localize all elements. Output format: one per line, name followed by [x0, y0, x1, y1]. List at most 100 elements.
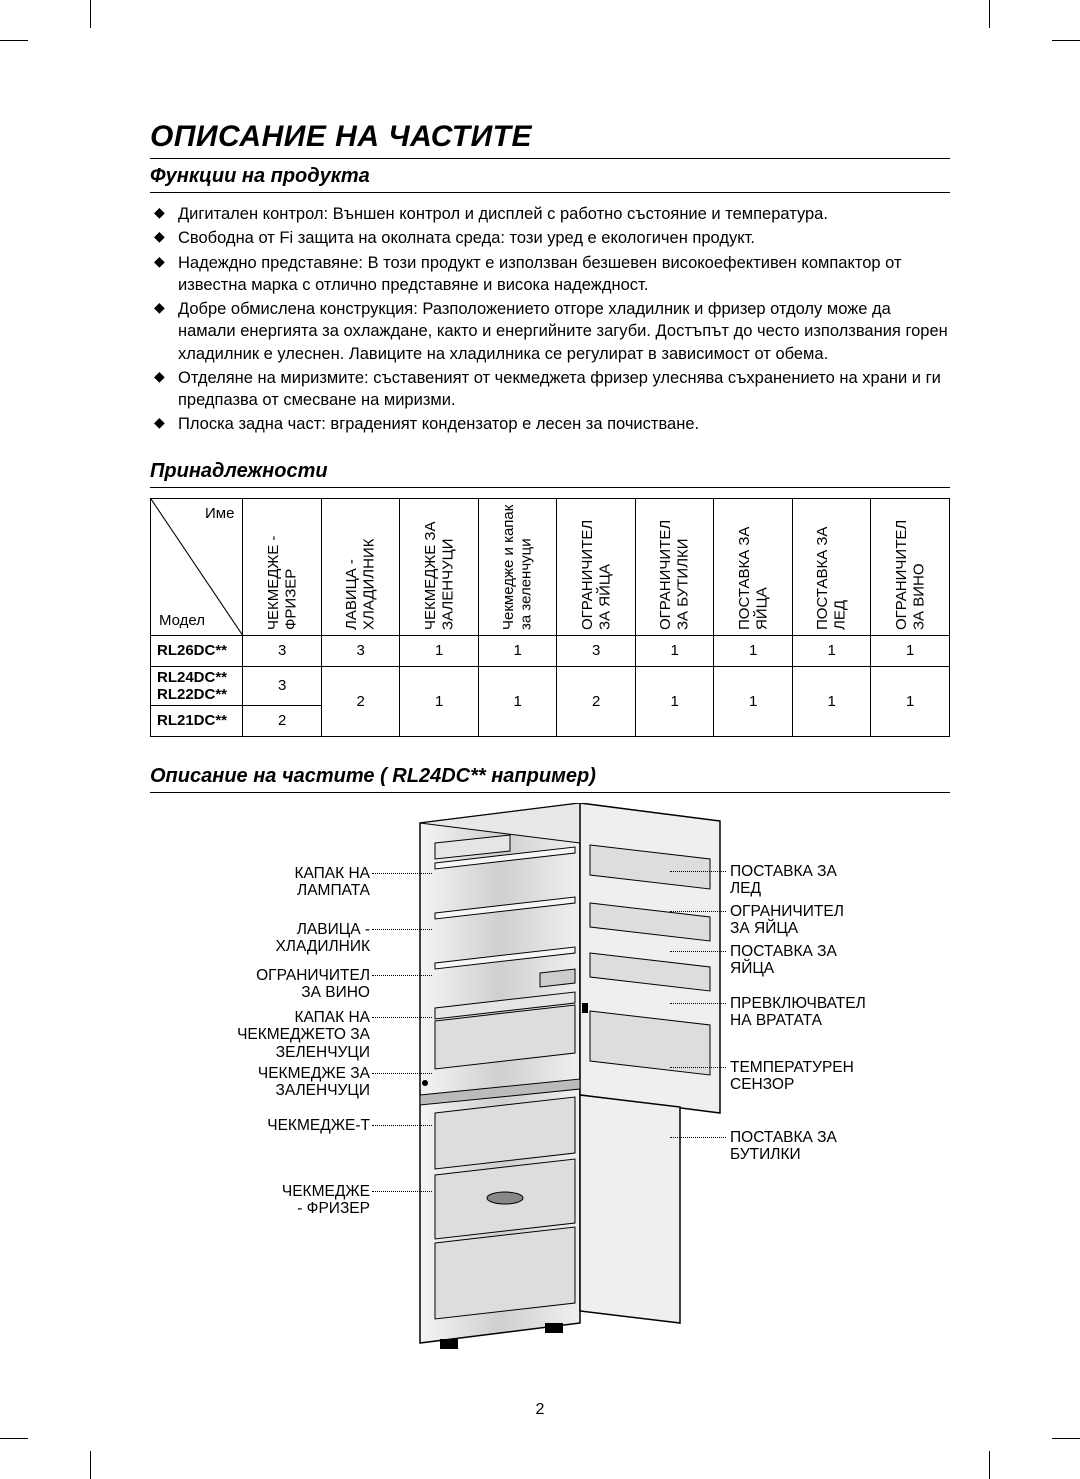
crop-mark [989, 0, 990, 28]
leader-line [372, 1073, 432, 1074]
value-cell: 3 [321, 635, 400, 666]
section-heading-accessories: Принадлежности [150, 460, 950, 483]
value-cell: 1 [635, 635, 714, 666]
divider [150, 158, 950, 159]
table-corner-bottom: Модел [159, 612, 205, 629]
crop-mark [1052, 1438, 1080, 1439]
part-label: ОГРАНИЧИТЕЛ ЗА ЯЙЦА [730, 903, 950, 939]
value-cell: 1 [714, 666, 793, 736]
table-col-header: ЧЕКМЕДЖЕ ЗА ЗАЛЕНЧУЦИ [400, 498, 479, 635]
leader-line [670, 1003, 726, 1004]
col-label: ЛАВИЦА - ХЛАДИЛНИК [343, 500, 378, 630]
col-label: ПОСТАВКА ЗА ЛЕД [814, 500, 849, 630]
part-label: ПОСТАВКА ЗА ЯЙЦА [730, 943, 950, 979]
value-cell: 2 [557, 666, 636, 736]
section-heading-parts: Описание на частите ( RL24DC** например) [150, 765, 950, 788]
table-col-header: ЛАВИЦА - ХЛАДИЛНИК [321, 498, 400, 635]
part-label: ЛАВИЦА - ХЛАДИЛНИК [160, 921, 370, 957]
value-cell: 1 [478, 666, 557, 736]
crop-mark [90, 0, 91, 28]
feature-item: Добре обмислена конструкция: Разположени… [150, 298, 950, 365]
col-label: Чекмедже и капак за зеленчуци [500, 500, 535, 630]
table-col-header: ПОСТАВКА ЗА ЯЙЦА [714, 498, 793, 635]
part-label: ПОСТАВКА ЗА ЛЕД [730, 863, 950, 899]
table-col-header: ОГРАНИЧИТЕЛ ЗА БУТИЛКИ [635, 498, 714, 635]
col-label: ПОСТАВКА ЗА ЯЙЦА [736, 500, 771, 630]
value-cell: 2 [243, 705, 322, 736]
table-col-header: ОГРАНИЧИТЕЛ ЗА ЯЙЦА [557, 498, 636, 635]
table-corner-cell: Име Модел [151, 498, 243, 635]
leader-line [372, 1125, 432, 1126]
col-label: ЧЕКМЕДЖЕ - ФРИЗЕР [265, 500, 300, 630]
page-title: ОПИСАНИЕ НА ЧАСТИТЕ [150, 120, 950, 154]
leader-line [372, 929, 432, 930]
section-heading-functions: Функции на продукта [150, 165, 950, 188]
table-col-header: ПОСТАВКА ЗА ЛЕД [792, 498, 871, 635]
model-cell: RL24DC** RL22DC** [151, 666, 243, 705]
part-label: ПРЕВКЛЮЧВАТЕЛ НА ВРАТАТА [730, 995, 950, 1031]
value-cell: 1 [792, 666, 871, 736]
leader-line [372, 975, 432, 976]
table-col-header: Чекмедже и капак за зеленчуци [478, 498, 557, 635]
feature-item: Свободна от Fi защита на околната среда:… [150, 227, 950, 249]
leader-line [372, 1017, 432, 1018]
page: ОПИСАНИЕ НА ЧАСТИТЕ Функции на продукта … [0, 0, 1080, 1479]
table-row: RL26DC**331131111 [151, 635, 950, 666]
crop-mark [90, 1451, 91, 1479]
part-label: ЧЕКМЕДЖЕ ЗА ЗАЛЕНЧУЦИ [160, 1065, 370, 1101]
value-cell: 1 [400, 635, 479, 666]
feature-item: Плоска задна част: вграденият кондензато… [150, 413, 950, 435]
feature-list: Дигитален контрол: Външен контрол и дисп… [150, 203, 950, 436]
leader-line [372, 1191, 432, 1192]
parts-diagram: КАПАК НА ЛАМПАТА ЛАВИЦА - ХЛАДИЛНИК ОГРАНИ… [150, 803, 950, 1383]
value-cell: 1 [635, 666, 714, 736]
value-cell: 1 [400, 666, 479, 736]
part-label: ЧЕКМЕДЖЕ-Т [160, 1117, 370, 1135]
leader-line [670, 1067, 726, 1068]
part-label: ТЕМПЕРАТУРЕН СЕНЗОР [730, 1059, 950, 1095]
divider [150, 487, 950, 488]
value-cell: 1 [871, 666, 950, 736]
value-cell: 3 [557, 635, 636, 666]
part-label: ПОСТАВКА ЗА БУТИЛКИ [730, 1129, 950, 1165]
table-row: RL24DC** RL22DC**321121111 [151, 666, 950, 705]
crop-mark [989, 1451, 990, 1479]
fridge-illustration [380, 803, 740, 1363]
divider [150, 192, 950, 193]
leader-line [670, 951, 726, 952]
value-cell: 3 [243, 635, 322, 666]
col-label: ЧЕКМЕДЖЕ ЗА ЗАЛЕНЧУЦИ [422, 500, 457, 630]
table-col-header: ОГРАНИЧИТЕЛ ЗА ВИНО [871, 498, 950, 635]
feature-item: Отделяне на миризмите: съставеният от че… [150, 367, 950, 412]
value-cell: 2 [321, 666, 400, 736]
value-cell: 1 [792, 635, 871, 666]
part-label: КАПАК НА ЧЕКМЕДЖЕТО ЗА ЗЕЛЕНЧУЦИ [160, 1009, 370, 1062]
crop-mark [0, 1438, 28, 1439]
leader-line [670, 911, 726, 912]
part-label: КАПАК НА ЛАМПАТА [160, 865, 370, 901]
value-cell: 1 [714, 635, 793, 666]
crop-mark [0, 40, 28, 41]
col-label: ОГРАНИЧИТЕЛ ЗА БУТИЛКИ [657, 500, 692, 630]
divider [150, 792, 950, 793]
accessories-table-wrap: Име Модел ЧЕКМЕДЖЕ - ФРИЗЕР ЛАВИЦА - ХЛА… [150, 498, 950, 737]
value-cell: 1 [871, 635, 950, 666]
feature-item: Дигитален контрол: Външен контрол и дисп… [150, 203, 950, 225]
col-label: ОГРАНИЧИТЕЛ ЗА ЯЙЦА [579, 500, 614, 630]
page-number: 2 [536, 1401, 545, 1419]
feature-item: Надеждно представяне: В този продукт е и… [150, 252, 950, 297]
value-cell: 1 [478, 635, 557, 666]
table-col-header: ЧЕКМЕДЖЕ - ФРИЗЕР [243, 498, 322, 635]
leader-line [372, 873, 432, 874]
model-cell: RL21DC** [151, 705, 243, 736]
accessories-table: Име Модел ЧЕКМЕДЖЕ - ФРИЗЕР ЛАВИЦА - ХЛА… [150, 498, 950, 737]
leader-line [670, 1137, 726, 1138]
table-corner-top: Име [205, 505, 234, 522]
col-label: ОГРАНИЧИТЕЛ ЗА ВИНО [893, 500, 928, 630]
value-cell: 3 [243, 666, 322, 705]
part-label: ОГРАНИЧИТЕЛ ЗА ВИНО [160, 967, 370, 1003]
crop-mark [1052, 40, 1080, 41]
model-cell: RL26DC** [151, 635, 243, 666]
leader-line [670, 871, 726, 872]
part-label: ЧЕКМЕДЖЕ - ФРИЗЕР [160, 1183, 370, 1219]
